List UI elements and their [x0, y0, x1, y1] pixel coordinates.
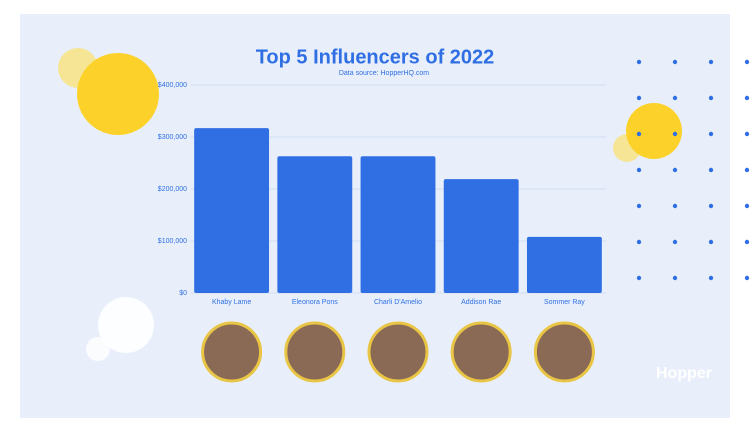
dot — [708, 203, 714, 209]
x-tick-label: Khaby Lame — [212, 299, 251, 306]
dot — [708, 167, 714, 173]
avatar — [201, 321, 263, 383]
dot — [744, 203, 750, 209]
x-tick-label: Sommer Ray — [544, 299, 585, 306]
chart-subtitle: Data source: HopperHQ.com — [339, 70, 429, 77]
dot — [708, 275, 714, 281]
dot — [744, 95, 750, 101]
y-tick-label: $0 — [179, 290, 187, 297]
dot-grid — [636, 59, 750, 281]
chart-title: Top 5 Influencers of 2022 — [256, 46, 495, 68]
avatar — [367, 321, 429, 383]
dot — [708, 59, 714, 65]
dot — [744, 59, 750, 65]
dot — [636, 59, 642, 65]
dot — [672, 203, 678, 209]
bar — [443, 179, 519, 293]
dot — [672, 131, 678, 137]
dot — [708, 239, 714, 245]
decor-circle — [626, 103, 682, 159]
decor-circle — [77, 53, 159, 135]
dot — [636, 131, 642, 137]
logo: Hopper — [656, 365, 712, 382]
dot — [636, 203, 642, 209]
dot — [636, 167, 642, 173]
x-tick-label: Addison Rae — [461, 299, 501, 306]
y-tick-label: $100,000 — [158, 238, 187, 245]
dot — [636, 95, 642, 101]
avatar — [284, 321, 346, 383]
x-tick-label: Charli D'Amelio — [374, 299, 422, 306]
decor-circle — [98, 297, 154, 353]
dot — [744, 239, 750, 245]
dot — [636, 239, 642, 245]
bar — [277, 156, 353, 293]
bar — [194, 128, 270, 293]
avatar — [450, 321, 512, 383]
dot — [744, 167, 750, 173]
dot — [672, 167, 678, 173]
dot — [672, 239, 678, 245]
dot — [744, 275, 750, 281]
y-tick-label: $200,000 — [158, 186, 187, 193]
y-tick-label: $300,000 — [158, 134, 187, 141]
dot — [708, 95, 714, 101]
avatar — [533, 321, 595, 383]
dot — [672, 59, 678, 65]
dot — [744, 131, 750, 137]
dot — [672, 95, 678, 101]
dot — [636, 275, 642, 281]
bar — [360, 156, 436, 293]
y-tick-label: $400,000 — [158, 82, 187, 89]
bar — [526, 236, 602, 293]
x-tick-label: Eleonora Pons — [292, 299, 338, 306]
dot — [672, 275, 678, 281]
dot — [708, 131, 714, 137]
decor-circle — [86, 337, 110, 361]
